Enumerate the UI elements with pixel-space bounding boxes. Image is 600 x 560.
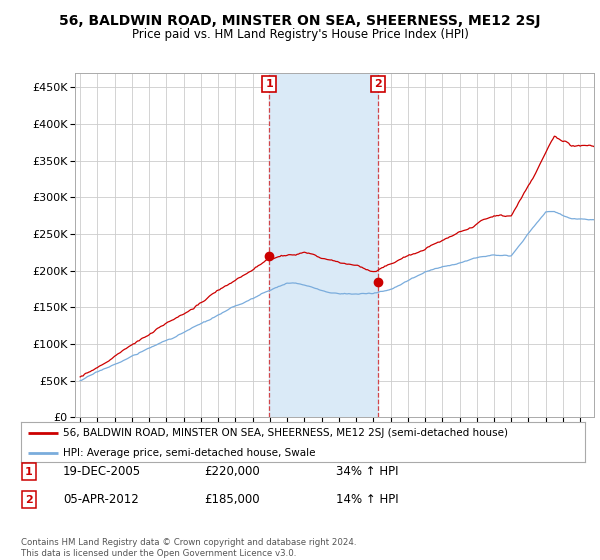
Text: Price paid vs. HM Land Registry's House Price Index (HPI): Price paid vs. HM Land Registry's House …	[131, 28, 469, 41]
Text: 56, BALDWIN ROAD, MINSTER ON SEA, SHEERNESS, ME12 2SJ (semi-detached house): 56, BALDWIN ROAD, MINSTER ON SEA, SHEERN…	[64, 428, 508, 438]
Text: 2: 2	[25, 494, 32, 505]
Bar	[269, 73, 378, 417]
Text: 56, BALDWIN ROAD, MINSTER ON SEA, SHEERNESS, ME12 2SJ: 56, BALDWIN ROAD, MINSTER ON SEA, SHEERN…	[59, 14, 541, 28]
Text: Contains HM Land Registry data © Crown copyright and database right 2024.
This d: Contains HM Land Registry data © Crown c…	[21, 538, 356, 558]
Text: HPI: Average price, semi-detached house, Swale: HPI: Average price, semi-detached house,…	[64, 448, 316, 458]
Text: 14% ↑ HPI: 14% ↑ HPI	[336, 493, 398, 506]
Text: 34% ↑ HPI: 34% ↑ HPI	[336, 465, 398, 478]
Text: 1: 1	[265, 79, 273, 89]
Text: 2: 2	[374, 79, 382, 89]
Text: 05-APR-2012: 05-APR-2012	[63, 493, 139, 506]
Text: £185,000: £185,000	[204, 493, 260, 506]
Text: £220,000: £220,000	[204, 465, 260, 478]
Text: 19-DEC-2005: 19-DEC-2005	[63, 465, 141, 478]
Text: 1: 1	[25, 466, 32, 477]
